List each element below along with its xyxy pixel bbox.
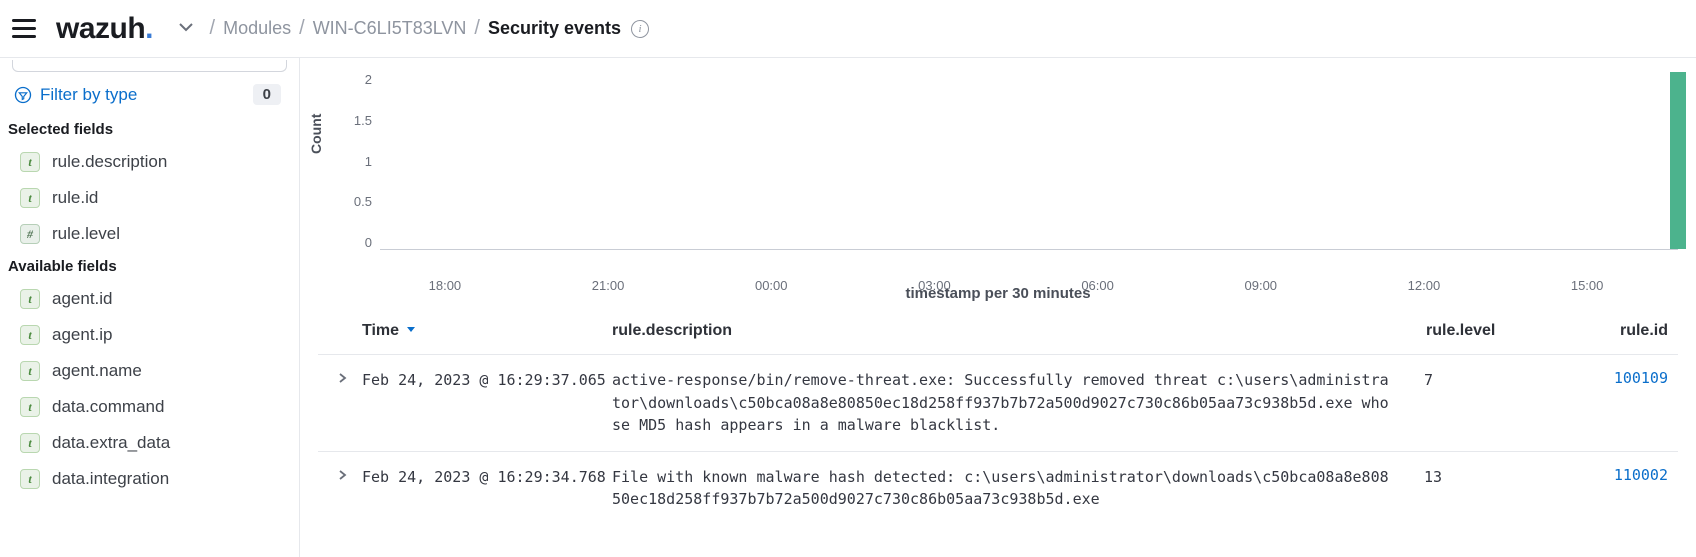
field-item[interactable]: t rule.description xyxy=(20,144,289,180)
ytick: 1 xyxy=(346,154,372,169)
expand-row-icon[interactable] xyxy=(322,466,362,485)
text-field-icon: t xyxy=(20,433,40,453)
field-name: rule.level xyxy=(52,224,120,244)
filter-label: Filter by type xyxy=(40,85,137,105)
field-name: data.integration xyxy=(52,469,169,489)
field-item[interactable]: t agent.ip xyxy=(20,317,289,353)
ytick: 2 xyxy=(346,72,372,87)
chart-plot-area xyxy=(380,72,1678,250)
chart-xlabel: timestamp per 30 minutes xyxy=(318,285,1678,302)
info-icon[interactable]: i xyxy=(631,20,649,38)
field-item[interactable]: t data.integration xyxy=(20,461,289,497)
topbar: wazuh. / Modules / WIN-C6LI5T83LVN / Sec… xyxy=(0,0,1696,58)
cell-time: Feb 24, 2023 @ 16:29:34.768 xyxy=(362,466,612,489)
crumb-modules[interactable]: Modules xyxy=(223,18,291,39)
brand-dropdown-icon[interactable] xyxy=(176,17,196,40)
selected-fields-list: t rule.description t rule.id # rule.level xyxy=(6,144,289,252)
chart-bar[interactable] xyxy=(1670,72,1686,249)
field-name: rule.id xyxy=(52,188,98,208)
breadcrumb: / Modules / WIN-C6LI5T83LVN / Security e… xyxy=(210,17,650,40)
column-description[interactable]: rule.description xyxy=(612,322,1424,340)
ytick: 1.5 xyxy=(346,113,372,128)
content: Count 21.510.50 18:0021:0000:0003:0006:0… xyxy=(300,58,1696,557)
filter-by-type[interactable]: Filter by type 0 xyxy=(6,78,289,115)
cell-description: active-response/bin/remove-threat.exe: S… xyxy=(612,369,1424,437)
field-item[interactable]: t data.extra_data xyxy=(20,425,289,461)
fields-sidebar: Filter by type 0 Selected fields t rule.d… xyxy=(0,58,300,557)
crumb-separator: / xyxy=(210,17,216,40)
field-name: agent.id xyxy=(52,289,113,309)
field-name: data.extra_data xyxy=(52,433,170,453)
field-item[interactable]: t agent.name xyxy=(20,353,289,389)
field-item[interactable]: t agent.id xyxy=(20,281,289,317)
column-time-label: Time xyxy=(362,322,399,340)
search-input[interactable] xyxy=(12,60,287,72)
filter-icon xyxy=(14,86,32,104)
sort-desc-icon xyxy=(405,322,417,340)
brand-text: wazuh xyxy=(56,12,145,46)
field-item[interactable]: t rule.id xyxy=(20,180,289,216)
crumb-separator: / xyxy=(299,17,305,40)
table-row: Feb 24, 2023 @ 16:29:34.768File with kno… xyxy=(318,451,1678,525)
main: Filter by type 0 Selected fields t rule.d… xyxy=(0,58,1696,557)
available-fields-title: Available fields xyxy=(6,252,289,281)
text-field-icon: t xyxy=(20,289,40,309)
brand-logo[interactable]: wazuh. xyxy=(56,12,154,46)
field-name: agent.name xyxy=(52,361,142,381)
selected-fields-title: Selected fields xyxy=(6,115,289,144)
chart-ylabel: Count xyxy=(308,114,324,154)
crumb-separator: / xyxy=(474,17,480,40)
text-field-icon: t xyxy=(20,325,40,345)
column-level[interactable]: rule.level xyxy=(1424,322,1564,340)
cell-level: 13 xyxy=(1424,466,1564,489)
ytick: 0 xyxy=(346,235,372,250)
filter-count-badge: 0 xyxy=(253,84,281,105)
cell-ruleid[interactable]: 110002 xyxy=(1564,466,1674,484)
table-header: Time rule.description rule.level rule.id xyxy=(318,312,1678,354)
text-field-icon: t xyxy=(20,469,40,489)
chart-yaxis: 2 1.5 1 0.5 0 xyxy=(346,72,372,250)
text-field-icon: t xyxy=(20,397,40,417)
text-field-icon: t xyxy=(20,188,40,208)
crumb-page: Security events xyxy=(488,18,621,39)
text-field-icon: t xyxy=(20,152,40,172)
field-item[interactable]: t data.command xyxy=(20,389,289,425)
events-table: Time rule.description rule.level rule.id… xyxy=(318,312,1678,525)
field-name: agent.ip xyxy=(52,325,113,345)
cell-ruleid[interactable]: 100109 xyxy=(1564,369,1674,387)
column-time[interactable]: Time xyxy=(362,322,612,340)
expand-row-icon[interactable] xyxy=(322,369,362,388)
ytick: 0.5 xyxy=(346,194,372,209)
column-ruleid[interactable]: rule.id xyxy=(1564,322,1674,340)
histogram-chart: Count 21.510.50 18:0021:0000:0003:0006:0… xyxy=(318,64,1678,302)
field-name: rule.description xyxy=(52,152,167,172)
text-field-icon: t xyxy=(20,361,40,381)
field-item[interactable]: # rule.level xyxy=(20,216,289,252)
brand-dot: . xyxy=(145,12,153,46)
crumb-agent[interactable]: WIN-C6LI5T83LVN xyxy=(313,18,467,39)
field-name: data.command xyxy=(52,397,164,417)
table-row: Feb 24, 2023 @ 16:29:37.065active-respon… xyxy=(318,354,1678,451)
cell-level: 7 xyxy=(1424,369,1564,392)
available-fields-list: t agent.id t agent.ip t agent.name t data.comma… xyxy=(6,281,289,497)
menu-icon[interactable] xyxy=(10,18,38,40)
cell-description: File with known malware hash detected: c… xyxy=(612,466,1424,511)
number-field-icon: # xyxy=(20,224,40,244)
cell-time: Feb 24, 2023 @ 16:29:37.065 xyxy=(362,369,612,392)
